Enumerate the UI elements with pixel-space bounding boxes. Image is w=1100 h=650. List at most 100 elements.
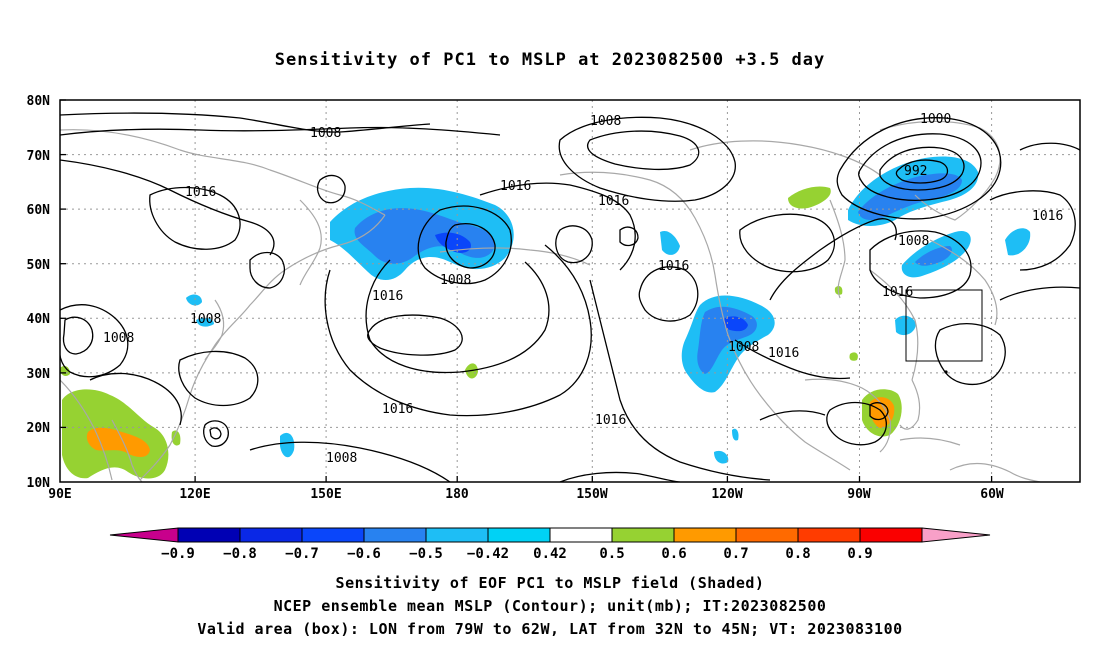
- colorbar-segment: [611, 527, 675, 543]
- shade-mexico: [714, 450, 729, 464]
- contour-low-aleutian: [417, 205, 512, 285]
- shade-japan: [196, 317, 214, 327]
- contour-1008-india: [60, 304, 129, 378]
- coast-greenland: [879, 120, 1001, 221]
- colorbar-tick: 0.6: [661, 546, 686, 562]
- contour-1016-kamchatka: [316, 174, 346, 204]
- contour-label: 1016: [500, 179, 531, 194]
- contour-small-wp: [203, 420, 229, 447]
- contour-1008-ep: [249, 441, 451, 482]
- lat-label: 50N: [27, 258, 51, 273]
- colorbar-tick: 0.42: [533, 546, 567, 562]
- lat-label: 20N: [27, 421, 51, 436]
- contour-label: 1008: [190, 312, 221, 327]
- colorbar-ticks: −0.9 −0.8 −0.7 −0.6 −0.5 −0.42 0.42 0.5 …: [161, 546, 873, 562]
- contour-low-iceland3: [879, 146, 965, 191]
- contour-alaska-inner: [587, 130, 700, 171]
- map-frame: [59, 99, 1081, 483]
- shade-small-green2: [849, 352, 858, 361]
- shade-mexico2: [732, 428, 739, 441]
- coast-aleutians: [439, 247, 591, 266]
- contour-low-iceland4: [895, 159, 949, 184]
- contour-low-aleutian2: [445, 223, 496, 269]
- valid-area-box: [905, 289, 983, 362]
- lat-label: 30N: [27, 367, 51, 382]
- lon-label: 150E: [310, 487, 341, 502]
- shade-labrador-inner: [915, 246, 952, 266]
- colorbar-segment: [239, 527, 303, 543]
- colorbar-segment: [487, 527, 551, 543]
- contour-label: 1000: [920, 112, 951, 127]
- lat-label: 10N: [27, 476, 51, 491]
- colorbar-tick: −0.5: [409, 546, 443, 562]
- contour-small-wp2: [209, 427, 222, 440]
- colorbar-segment: [549, 527, 613, 543]
- contour-label: 1016: [658, 259, 689, 274]
- coast-florida: [899, 379, 921, 430]
- contour-1016-arctic: [249, 251, 285, 289]
- coast-japan: [204, 299, 225, 361]
- colorbar-segment: [735, 527, 799, 543]
- lat-labels: 80N 70N 60N 50N 40N 30N 20N 10N: [27, 94, 51, 491]
- coast-asia-east: [139, 214, 386, 481]
- contour-label: 1008: [103, 331, 134, 346]
- contour-1008-north: [60, 112, 431, 133]
- figure-title: Sensitivity of PC1 to MSLP at 2023082500…: [274, 50, 826, 70]
- caption-valid-area: Valid area (box): LON from 79W to 62W, L…: [197, 620, 903, 638]
- coast-labrador: [929, 239, 998, 326]
- contour-label: 1008: [440, 273, 471, 288]
- contour-label: 1016: [382, 402, 413, 417]
- colorbar-segment: [363, 527, 427, 543]
- contour-label: 1008: [326, 451, 357, 466]
- colorbar-tick: −0.42: [467, 546, 509, 562]
- shade-pacific-core: [435, 232, 471, 253]
- contour-1016-azores: [934, 323, 1006, 386]
- contour-high-core: [367, 314, 463, 356]
- contour-1016-sub2: [759, 410, 826, 421]
- contour-label: 992: [904, 164, 927, 179]
- coast-sa: [949, 462, 1041, 482]
- lon-label: 90W: [847, 487, 871, 502]
- contour-label: 1008: [728, 340, 759, 355]
- contour-1016-north: [60, 159, 275, 256]
- coast-alaska: [559, 171, 716, 276]
- coast-na-north: [689, 140, 881, 176]
- contour-1008-alaska: [558, 116, 736, 202]
- coast-hudson: [829, 199, 846, 299]
- mslp-contours: [60, 112, 1080, 482]
- contour-1016-gulfak: [555, 225, 593, 264]
- shade-hudson-green: [788, 186, 831, 209]
- colorbar-tick: −0.7: [285, 546, 319, 562]
- contour-label: 1016: [372, 289, 403, 304]
- contour-1016-atl2: [999, 286, 1080, 301]
- colorbar-tick: 0.9: [847, 546, 872, 562]
- contour-1016-siberia: [149, 186, 241, 250]
- contour-1008-ep2: [559, 471, 681, 482]
- box-center-marker: [944, 370, 948, 374]
- contour-1016-canada2: [1019, 142, 1080, 151]
- lon-label: 120E: [179, 487, 210, 502]
- contour-1016-inner: [365, 259, 550, 374]
- coast-asia-north: [60, 129, 386, 216]
- colorbar-segment: [177, 527, 241, 543]
- contour-1016-bering: [619, 226, 639, 247]
- contour-label: 1016: [1032, 209, 1063, 224]
- coast-india: [60, 379, 113, 481]
- shade-china-green: [171, 430, 181, 446]
- colorbar-segment: [797, 527, 861, 543]
- shade-alaska-small: [660, 230, 680, 255]
- contour-low-iceland2: [858, 133, 982, 201]
- contour-label: 1008: [310, 126, 341, 141]
- colorbar-tick: −0.8: [223, 546, 257, 562]
- caption-shaded: Sensitivity of EOF PC1 to MSLP field (Sh…: [335, 574, 765, 592]
- lon-label: 180: [445, 487, 469, 502]
- contour-1016-na2: [734, 339, 851, 380]
- colorbar-tick: 0.7: [723, 546, 748, 562]
- contour-1016-subtropical: [589, 279, 771, 481]
- lat-label: 40N: [27, 312, 51, 327]
- lat-label: 60N: [27, 203, 51, 218]
- lon-label: 90E: [48, 487, 71, 502]
- colorbar-segment: [301, 527, 365, 543]
- caption-contour: NCEP ensemble mean MSLP (Contour); unit(…: [273, 597, 827, 615]
